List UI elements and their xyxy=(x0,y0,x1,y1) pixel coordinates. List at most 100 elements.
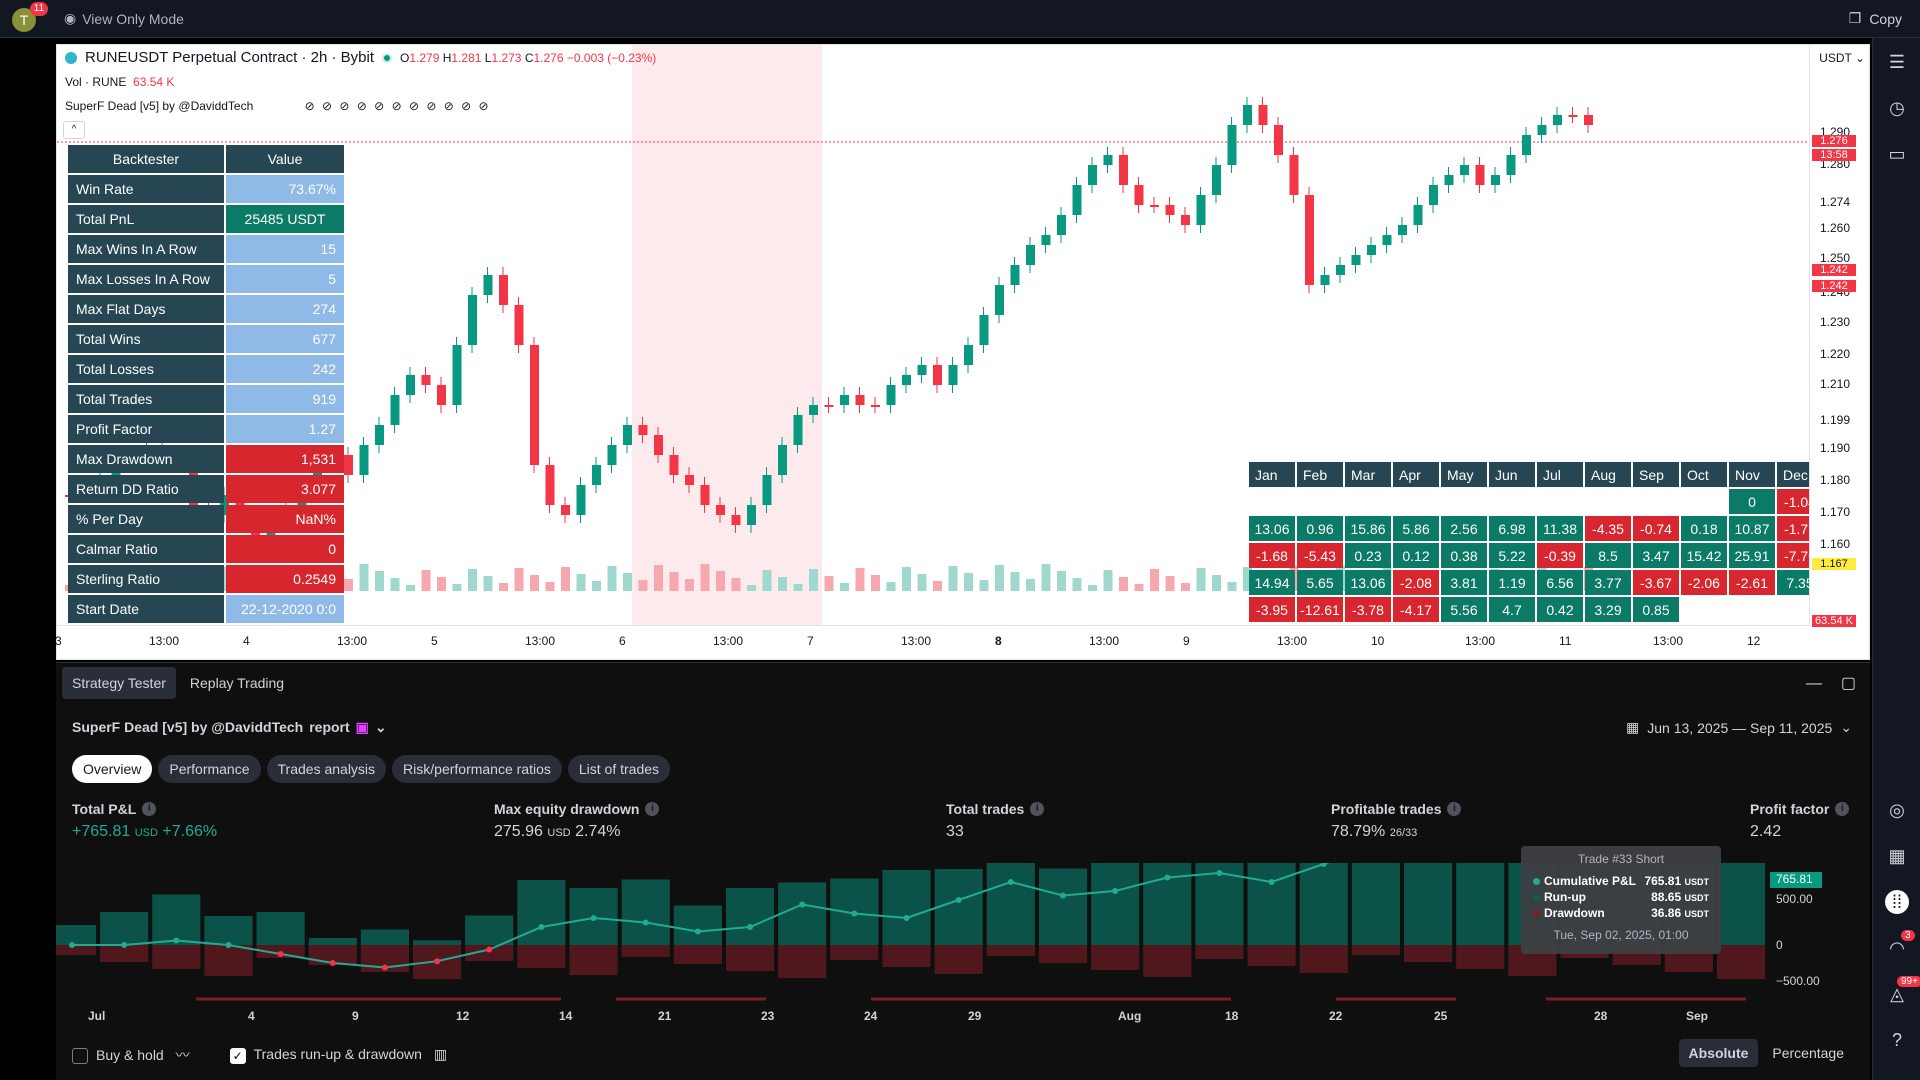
metric-label: Max equity drawdown xyxy=(494,801,640,817)
maximize-panel-icon[interactable]: ▢ xyxy=(1840,675,1856,692)
drawdown-bar xyxy=(1038,945,1088,963)
view-mode-label: View Only Mode xyxy=(82,10,184,27)
runup-checkbox[interactable]: ✓ xyxy=(229,1047,246,1064)
equity-x-label: 18 xyxy=(1225,1009,1239,1023)
candle-body xyxy=(1088,165,1097,185)
candle-body xyxy=(1196,195,1206,225)
info-icon[interactable]: i xyxy=(1447,802,1462,816)
candle-body xyxy=(1413,205,1423,225)
volume-bar xyxy=(344,579,353,591)
watchlist-icon[interactable]: ☰ xyxy=(1888,52,1906,72)
info-icon[interactable]: i xyxy=(1835,802,1850,816)
tab-list-of-trades[interactable]: List of trades xyxy=(567,755,671,783)
help-icon[interactable]: ? xyxy=(1891,1030,1902,1050)
tab-overview[interactable]: Overview xyxy=(72,755,153,783)
apps-icon[interactable]: ⁞⁞ xyxy=(1885,890,1909,914)
monthly-cell: 0.38 xyxy=(1441,543,1487,568)
metric-block: Total trades i 33 xyxy=(946,801,1045,841)
tab-trades-analysis[interactable]: Trades analysis xyxy=(266,755,387,783)
countdown-tag: 13:58 xyxy=(1812,149,1856,161)
strategy-title[interactable]: SuperF Dead [v5] by @DaviddTech report ▣… xyxy=(72,719,387,735)
monthly-cell: 0.42 xyxy=(1537,597,1583,622)
monthly-cell: -0.74 xyxy=(1633,516,1679,541)
currency-selector[interactable]: USDT ⌄ xyxy=(1819,51,1865,65)
notifications-icon[interactable]: ◬ xyxy=(1890,984,1904,1004)
candle-body xyxy=(824,405,834,407)
monthly-cell xyxy=(1729,597,1775,622)
drawdown-bar xyxy=(621,945,670,957)
runup-toggle[interactable]: ✓ Trades run-up & drawdown ▥ xyxy=(229,1046,448,1064)
volume-bar xyxy=(995,565,1004,591)
buy-hold-toggle[interactable]: Buy & hold 〰 xyxy=(72,1045,190,1065)
month-header: Jul xyxy=(1537,462,1583,487)
metric-block: Profit factor i 2.42 xyxy=(1750,801,1850,841)
tab-replay-trading[interactable]: Replay Trading xyxy=(189,675,285,691)
indicator-name: SuperF Dead [v5] by @DaviddTech xyxy=(65,99,254,113)
backtester-value: 15 xyxy=(226,235,344,263)
candle-body xyxy=(809,405,818,415)
metric-label: Profitable trades xyxy=(1331,801,1442,817)
minimize-panel-icon[interactable]: — xyxy=(1806,675,1822,692)
drawdown-bar xyxy=(517,945,566,968)
volume-bar xyxy=(1196,568,1206,591)
candle-body xyxy=(654,435,663,455)
equity-chart[interactable]: 765.81 500.00 0 −500.00 xyxy=(56,863,1870,1003)
drawdown-bar xyxy=(1716,945,1766,979)
calendar-icon[interactable]: ▦ xyxy=(1888,846,1906,866)
candle-body xyxy=(1181,215,1190,225)
buy-hold-checkbox[interactable] xyxy=(72,1048,88,1065)
date-range-selector[interactable]: ▦ Jun 13, 2025 — Sep 11, 2025 ⌄ xyxy=(1626,719,1852,736)
candle-body xyxy=(1305,195,1314,285)
candle-body xyxy=(933,365,942,385)
volume-bar xyxy=(406,585,415,591)
backtester-row: Total Losses 242 xyxy=(68,355,344,383)
chevron-down-icon[interactable]: ⌄ xyxy=(374,719,387,735)
price-chart[interactable]: RUNEUSDT Perpetual Contract · 2h · Bybit… xyxy=(55,44,1870,660)
metric-extra: +7.66% xyxy=(162,823,218,840)
tab-strategy-tester[interactable]: Strategy Tester xyxy=(62,667,176,699)
time-axis[interactable]: 3 13:00 4 13:00 5 13:00 6 13:00 7 13:00 8 13:00 9 13:… xyxy=(55,625,1810,659)
monthly-cell: 13.06 xyxy=(1345,570,1391,595)
monthly-cell: 3.47 xyxy=(1633,543,1679,568)
candle-body xyxy=(1553,115,1562,125)
drawdown-bar xyxy=(1351,945,1400,955)
tab-risk-ratios[interactable]: Risk/performance ratios xyxy=(392,755,562,783)
info-icon[interactable]: i xyxy=(142,802,157,816)
copy-button[interactable]: ❐ Copy xyxy=(1849,10,1902,27)
mode-absolute[interactable]: Absolute xyxy=(1678,1039,1759,1067)
equity-point xyxy=(1007,879,1014,885)
signal-icon[interactable]: ◠ xyxy=(1889,938,1905,958)
backtester-label: Max Wins In A Row xyxy=(68,235,224,263)
candle-body xyxy=(1506,155,1516,175)
candle-body xyxy=(964,345,973,365)
symbol-title[interactable]: RUNEUSDT Perpetual Contract · 2h · Bybit xyxy=(85,49,374,66)
candle-body xyxy=(840,395,849,405)
candle-body xyxy=(390,395,400,425)
price-axis[interactable]: USDT ⌄ 1.290 1.280 1.274 1.260 1.250 1.240 1.2… xyxy=(1809,45,1869,627)
info-icon[interactable]: i xyxy=(645,802,660,816)
collapse-legend-button[interactable]: ^ xyxy=(63,121,85,139)
tab-performance[interactable]: Performance xyxy=(158,755,261,783)
drawdown-bar xyxy=(1195,945,1244,959)
info-icon[interactable]: i xyxy=(1030,802,1045,816)
equity-point xyxy=(329,960,336,966)
volume-bar xyxy=(499,583,508,591)
tooltip-row: Run-up 88.65 USDT xyxy=(1533,890,1709,904)
month-header: Aug xyxy=(1585,462,1631,487)
speedometer-icon[interactable]: ◎ xyxy=(1889,800,1905,820)
volume-bar xyxy=(545,582,555,591)
candle-body xyxy=(592,465,601,485)
volume-bar xyxy=(654,565,663,591)
indicator-legend[interactable]: SuperF Dead [v5] by @DaviddTech ⊘ ⊘ ⊘ ⊘ … xyxy=(65,99,491,113)
equity-x-label: 4 xyxy=(248,1009,255,1023)
backtester-value: 919 xyxy=(226,385,344,413)
price-tick: 1.170 xyxy=(1820,505,1851,519)
alerts-icon[interactable]: ◷ xyxy=(1889,98,1905,118)
monthly-cell: 0.12 xyxy=(1393,543,1439,568)
chat-icon[interactable]: ▭ xyxy=(1888,144,1906,164)
mode-percentage[interactable]: Percentage xyxy=(1772,1045,1844,1061)
runup-bar xyxy=(1456,863,1505,945)
monthly-cell xyxy=(1393,489,1439,514)
volume-bar xyxy=(421,570,431,591)
bar-chart-icon: ▥ xyxy=(433,1046,448,1063)
